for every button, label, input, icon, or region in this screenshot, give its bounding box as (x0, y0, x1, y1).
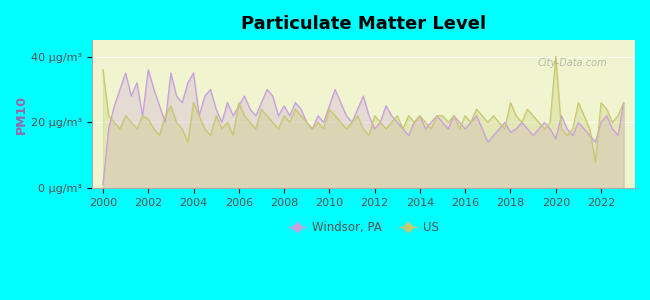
Title: Particulate Matter Level: Particulate Matter Level (240, 15, 486, 33)
Legend: Windsor, PA, US: Windsor, PA, US (283, 216, 443, 239)
Text: City-Data.com: City-Data.com (537, 58, 607, 68)
Y-axis label: PM10: PM10 (15, 94, 28, 134)
